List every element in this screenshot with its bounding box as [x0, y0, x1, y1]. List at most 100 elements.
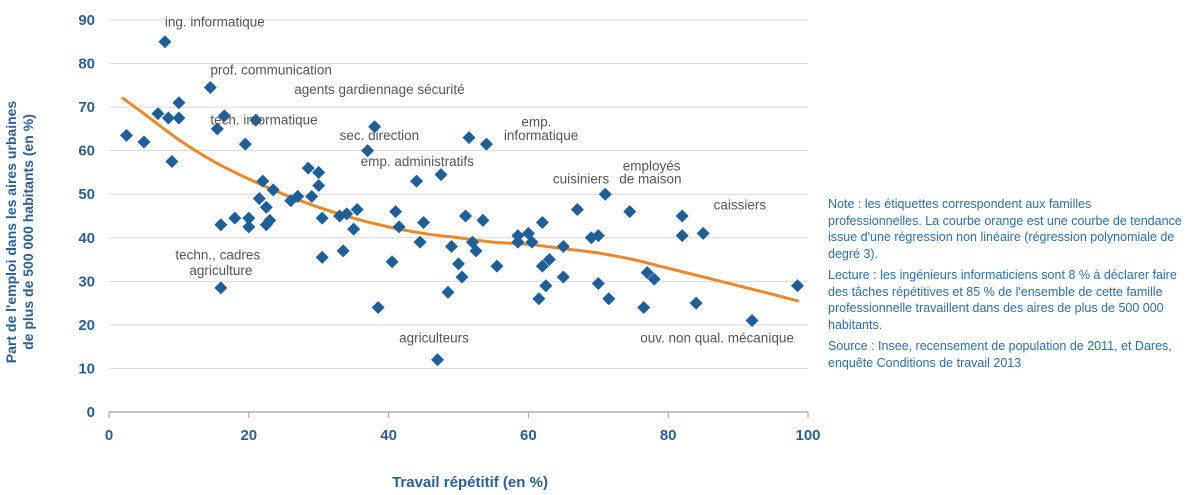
x-tick-label: 0 — [105, 427, 113, 444]
data-point — [315, 211, 329, 225]
data-point — [410, 174, 424, 188]
data-point — [476, 213, 490, 227]
data-point — [647, 272, 661, 286]
y-tick-label: 70 — [78, 99, 95, 116]
data-point — [119, 128, 133, 142]
data-point — [392, 220, 406, 234]
data-point — [172, 111, 186, 125]
data-point — [203, 81, 217, 95]
y-tick-label: 10 — [78, 360, 95, 377]
data-point — [389, 205, 403, 219]
data-point — [511, 229, 525, 243]
data-point — [525, 235, 539, 249]
x-tick-label: 60 — [520, 427, 537, 444]
annotation-label: tech. informatique — [210, 113, 317, 128]
data-point — [312, 179, 326, 193]
annotation-label: sec. direction — [340, 128, 420, 143]
data-point — [479, 137, 493, 151]
data-point — [256, 174, 270, 188]
data-point — [385, 255, 399, 269]
data-point — [591, 277, 605, 291]
data-point — [532, 292, 546, 306]
data-point — [242, 211, 256, 225]
annotation-label: prof. communication — [210, 62, 332, 77]
data-point — [469, 244, 483, 258]
data-point — [214, 281, 228, 295]
data-point — [336, 244, 350, 258]
annotation-label: agents gardiennage sécurité — [294, 82, 464, 97]
data-point — [445, 239, 459, 253]
data-points — [119, 35, 805, 367]
data-point — [539, 279, 553, 293]
y-axis-label: Part de l'emploi dans les aires urbaines… — [3, 72, 37, 392]
data-point — [263, 213, 277, 227]
data-point — [535, 216, 549, 230]
data-point — [745, 314, 759, 328]
data-point — [266, 183, 280, 197]
data-point — [210, 122, 224, 136]
data-point — [675, 209, 689, 223]
annotation-label: agriculteurs — [399, 330, 469, 345]
annotation-label: ing. informatique — [165, 15, 265, 30]
annotation-label: caissiers — [714, 197, 767, 212]
annotation-label: de maison — [619, 171, 681, 186]
data-point — [462, 131, 476, 145]
data-point — [556, 270, 570, 284]
data-point — [238, 137, 252, 151]
data-point — [535, 259, 549, 273]
data-point — [542, 253, 556, 267]
data-point — [598, 187, 612, 201]
lecture-paragraph: Lecture : les ingénieurs informaticiens … — [828, 268, 1177, 332]
annotation-label: ouv. non qual. mécanique — [640, 330, 794, 345]
y-tick-label: 50 — [78, 186, 95, 203]
x-tick-label: 20 — [240, 427, 257, 444]
data-point — [228, 211, 242, 225]
annotation-label: informatique — [504, 128, 578, 143]
data-point — [623, 205, 637, 219]
note-box: Note : les étiquettes correspondent aux … — [828, 196, 1183, 376]
y-tick-label: 90 — [78, 12, 95, 29]
x-axis-label: Travail répétitif (en %) — [392, 474, 548, 491]
data-point — [637, 300, 651, 314]
data-point — [165, 155, 179, 169]
data-point — [417, 216, 431, 230]
y-tick-labels: 0 10 20 30 40 50 60 70 80 90 — [78, 12, 95, 421]
y-tick-label: 20 — [78, 317, 95, 334]
x-tick-label: 80 — [660, 427, 677, 444]
data-point — [249, 113, 263, 127]
data-point — [151, 107, 165, 121]
y-tick-label: 80 — [78, 56, 95, 73]
data-point — [291, 189, 305, 203]
y-axis-label-line-2: de plus de 500 000 habitants (en %) — [20, 114, 36, 350]
note-paragraph: Note : les étiquettes correspondent aux … — [828, 197, 1182, 261]
data-point — [340, 207, 354, 221]
data-point — [301, 161, 315, 175]
point-annotations: ing. informatique prof. communication agen… — [165, 15, 794, 346]
trend-curve — [121, 96, 800, 303]
data-point — [347, 222, 361, 236]
data-point — [602, 292, 616, 306]
data-point — [214, 218, 228, 232]
y-tick-label: 60 — [78, 143, 95, 160]
data-point — [252, 192, 266, 206]
data-point — [452, 257, 465, 271]
data-point — [511, 235, 525, 249]
annotation-label: techn., cadres — [175, 248, 260, 263]
data-point — [371, 300, 385, 314]
x-tick-label: 40 — [380, 427, 397, 444]
gridlines — [109, 19, 808, 369]
data-point — [556, 239, 570, 253]
data-point — [696, 226, 710, 240]
data-point — [158, 35, 172, 49]
data-point — [570, 202, 584, 216]
data-point — [137, 135, 151, 149]
x-tick-label: 100 — [795, 427, 820, 444]
data-point — [434, 168, 448, 182]
data-point — [640, 266, 654, 280]
data-point — [161, 111, 175, 125]
data-point — [368, 120, 382, 134]
y-tick-label: 0 — [87, 404, 95, 421]
annotation-label: cuisiniers — [553, 171, 610, 186]
data-point — [591, 229, 605, 243]
data-point — [312, 165, 326, 179]
